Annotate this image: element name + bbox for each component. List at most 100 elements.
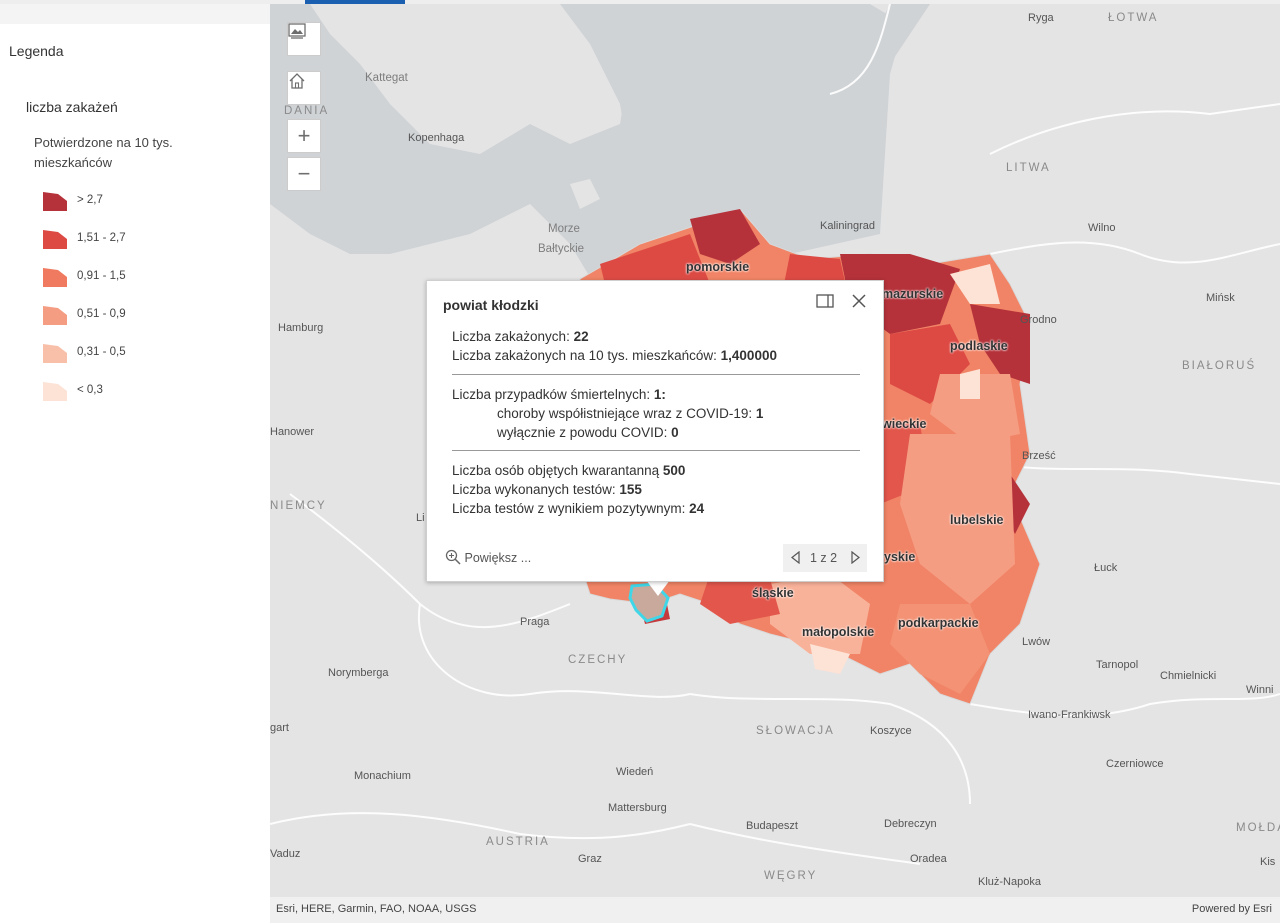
pager-prev-button[interactable] [791,550,800,567]
feature-popup: powiat kłodzki Liczba zakażonych: 22 Lic… [426,280,884,582]
zoom-in-button[interactable]: + [287,119,321,153]
region-label-malopolskie: małopolskie [802,625,875,639]
region-label-yskie: yskie [884,550,916,564]
map-label-kaliningrad: Kaliningrad [820,220,876,232]
map-label-brzesc: Brześć [1022,450,1056,462]
map-label-iwano: Iwano-Frankiwsk [1028,709,1111,721]
dock-icon [816,294,834,308]
map-label-koszyce: Koszyce [870,725,912,737]
map-label-winnica: Winni [1246,684,1274,696]
map-label-wilno: Wilno [1088,222,1116,234]
legend-class-row: 0,31 - 0,5 [42,342,242,366]
zoom-magnifier-icon [445,549,461,565]
legend-class-label: 0,31 - 0,5 [77,346,126,358]
map-label-grodno: Grodno [1020,314,1057,326]
map-label-hanower: Hanower [270,426,315,438]
map-label-tarnopol: Tarnopol [1096,659,1139,671]
popup-line-quarantine: Liczba osób objętych kwarantanną 500 [452,463,686,478]
legend-class-row: > 2,7 [42,190,242,214]
pager-next-button[interactable] [851,550,860,567]
pager-count: 1 z 2 [810,551,838,565]
popup-pager: 1 z 2 [783,544,867,572]
popup-dock-button[interactable] [815,293,835,313]
map-attribution: Esri, HERE, Garmin, FAO, NOAA, USGS [276,903,477,915]
map-label-li: Li [416,512,425,524]
legend-panel: Legenda liczba zakażeń Potwierdzone na 1… [0,4,270,897]
region-label-mazurskie: mazurskie [882,287,944,301]
legend-swatch [43,230,67,249]
legend-class-row: 0,91 - 1,5 [42,266,242,290]
popup-line-covid-only: wyłącznie z powodu COVID: 0 [497,425,679,440]
map-label-stuttgart: gart [270,722,289,734]
home-button[interactable] [287,71,321,105]
region-label-podlaskie: podlaskie [950,339,1008,353]
map-label-bialorus: BIAŁORUŚ [1182,360,1257,372]
popup-zoom-label: Powiększ ... [464,551,532,565]
map-label-hamburg: Hamburg [278,322,324,334]
map-label-morze: Morze [548,223,580,235]
legend-title: Legenda [9,43,64,59]
map-label-czerniowce: Czerniowce [1106,758,1164,770]
popup-line-positive-tests: Liczba testów z wynikiem pozytywnym: 24 [452,501,705,516]
legend-layer-title: liczba zakażeń [26,99,118,115]
image-icon [288,23,306,39]
chevron-right-icon [851,550,860,565]
popup-pointer [646,580,670,596]
popup-title: powiat kłodzki [443,297,539,313]
legend-swatch [43,382,67,401]
home-icon [289,73,305,89]
map-label-mattersburg: Mattersburg [608,802,667,814]
map-label-austria: AUSTRIA [486,836,550,848]
top-bar [0,0,1280,4]
map-label-wegry: WĘGRY [764,870,818,882]
map-label-baltyckie: Bałtyckie [538,243,585,255]
map-label-niemcy: NIEMCY [270,500,327,512]
basemap-gallery-button[interactable] [287,22,321,56]
region-label-slaskie: śląskie [752,586,794,600]
legend-header-strip [0,4,270,24]
map-label-ryga: Ryga [1028,12,1054,24]
legend-class-label: < 0,3 [77,384,103,396]
legend-swatch [43,268,67,287]
legend-class-label: 1,51 - 2,7 [77,232,126,244]
map-label-dania: DANIA [284,105,330,117]
close-icon [852,294,866,308]
map-label-litwa: LITWA [1006,162,1051,174]
legend-class-label: > 2,7 [77,194,103,206]
map-label-slowacja: SŁOWACJA [756,725,835,737]
region-label-lubelskie: lubelskie [950,513,1004,527]
popup-divider [452,450,860,451]
legend-class-row: 1,51 - 2,7 [42,228,242,252]
region-label-podkarpackie: podkarpackie [898,616,979,630]
zoom-out-button[interactable]: − [287,157,321,191]
popup-line-cases-per-10k: Liczba zakażonych na 10 tys. mieszkańców… [452,348,777,363]
legend-class-label: 0,91 - 1,5 [77,270,126,282]
map-label-czechy: CZECHY [568,654,628,666]
legend-class-row: < 0,3 [42,380,242,404]
map-label-luck: Łuck [1094,562,1118,574]
map-label-debreczyn: Debreczyn [884,818,937,830]
popup-line-tests: Liczba wykonanych testów: 155 [452,482,642,497]
map-label-lotwa: ŁOTWA [1108,12,1159,24]
map-label-lwow: Lwów [1022,636,1051,648]
map-label-kopenhaga: Kopenhaga [408,132,465,144]
chevron-left-icon [791,550,800,565]
legend-swatch [43,192,67,211]
region-label-pomorskie: pomorskie [686,260,750,274]
attribution-bar [270,897,1280,923]
active-tab-indicator [305,0,405,4]
map-label-oradea: Oradea [910,853,947,865]
legend-swatch [43,306,67,325]
legend-class-label: 0,51 - 0,9 [77,308,126,320]
map-label-graz: Graz [578,853,602,865]
powered-by-esri[interactable]: Powered by Esri [1191,903,1272,915]
map-label-kisz: Kis [1260,856,1276,868]
map-label-kluz: Kluż-Napoka [978,876,1041,888]
map-label-budapeszt: Budapeszt [746,820,798,832]
map-label-praga: Praga [520,616,550,628]
popup-zoom-link[interactable]: Powiększ ... [445,549,531,565]
region-label-wieckie: wieckie [882,417,927,431]
popup-close-button[interactable] [849,293,869,313]
legend-field-label: Potwierdzone na 10 tys. mieszkańców [34,135,173,170]
